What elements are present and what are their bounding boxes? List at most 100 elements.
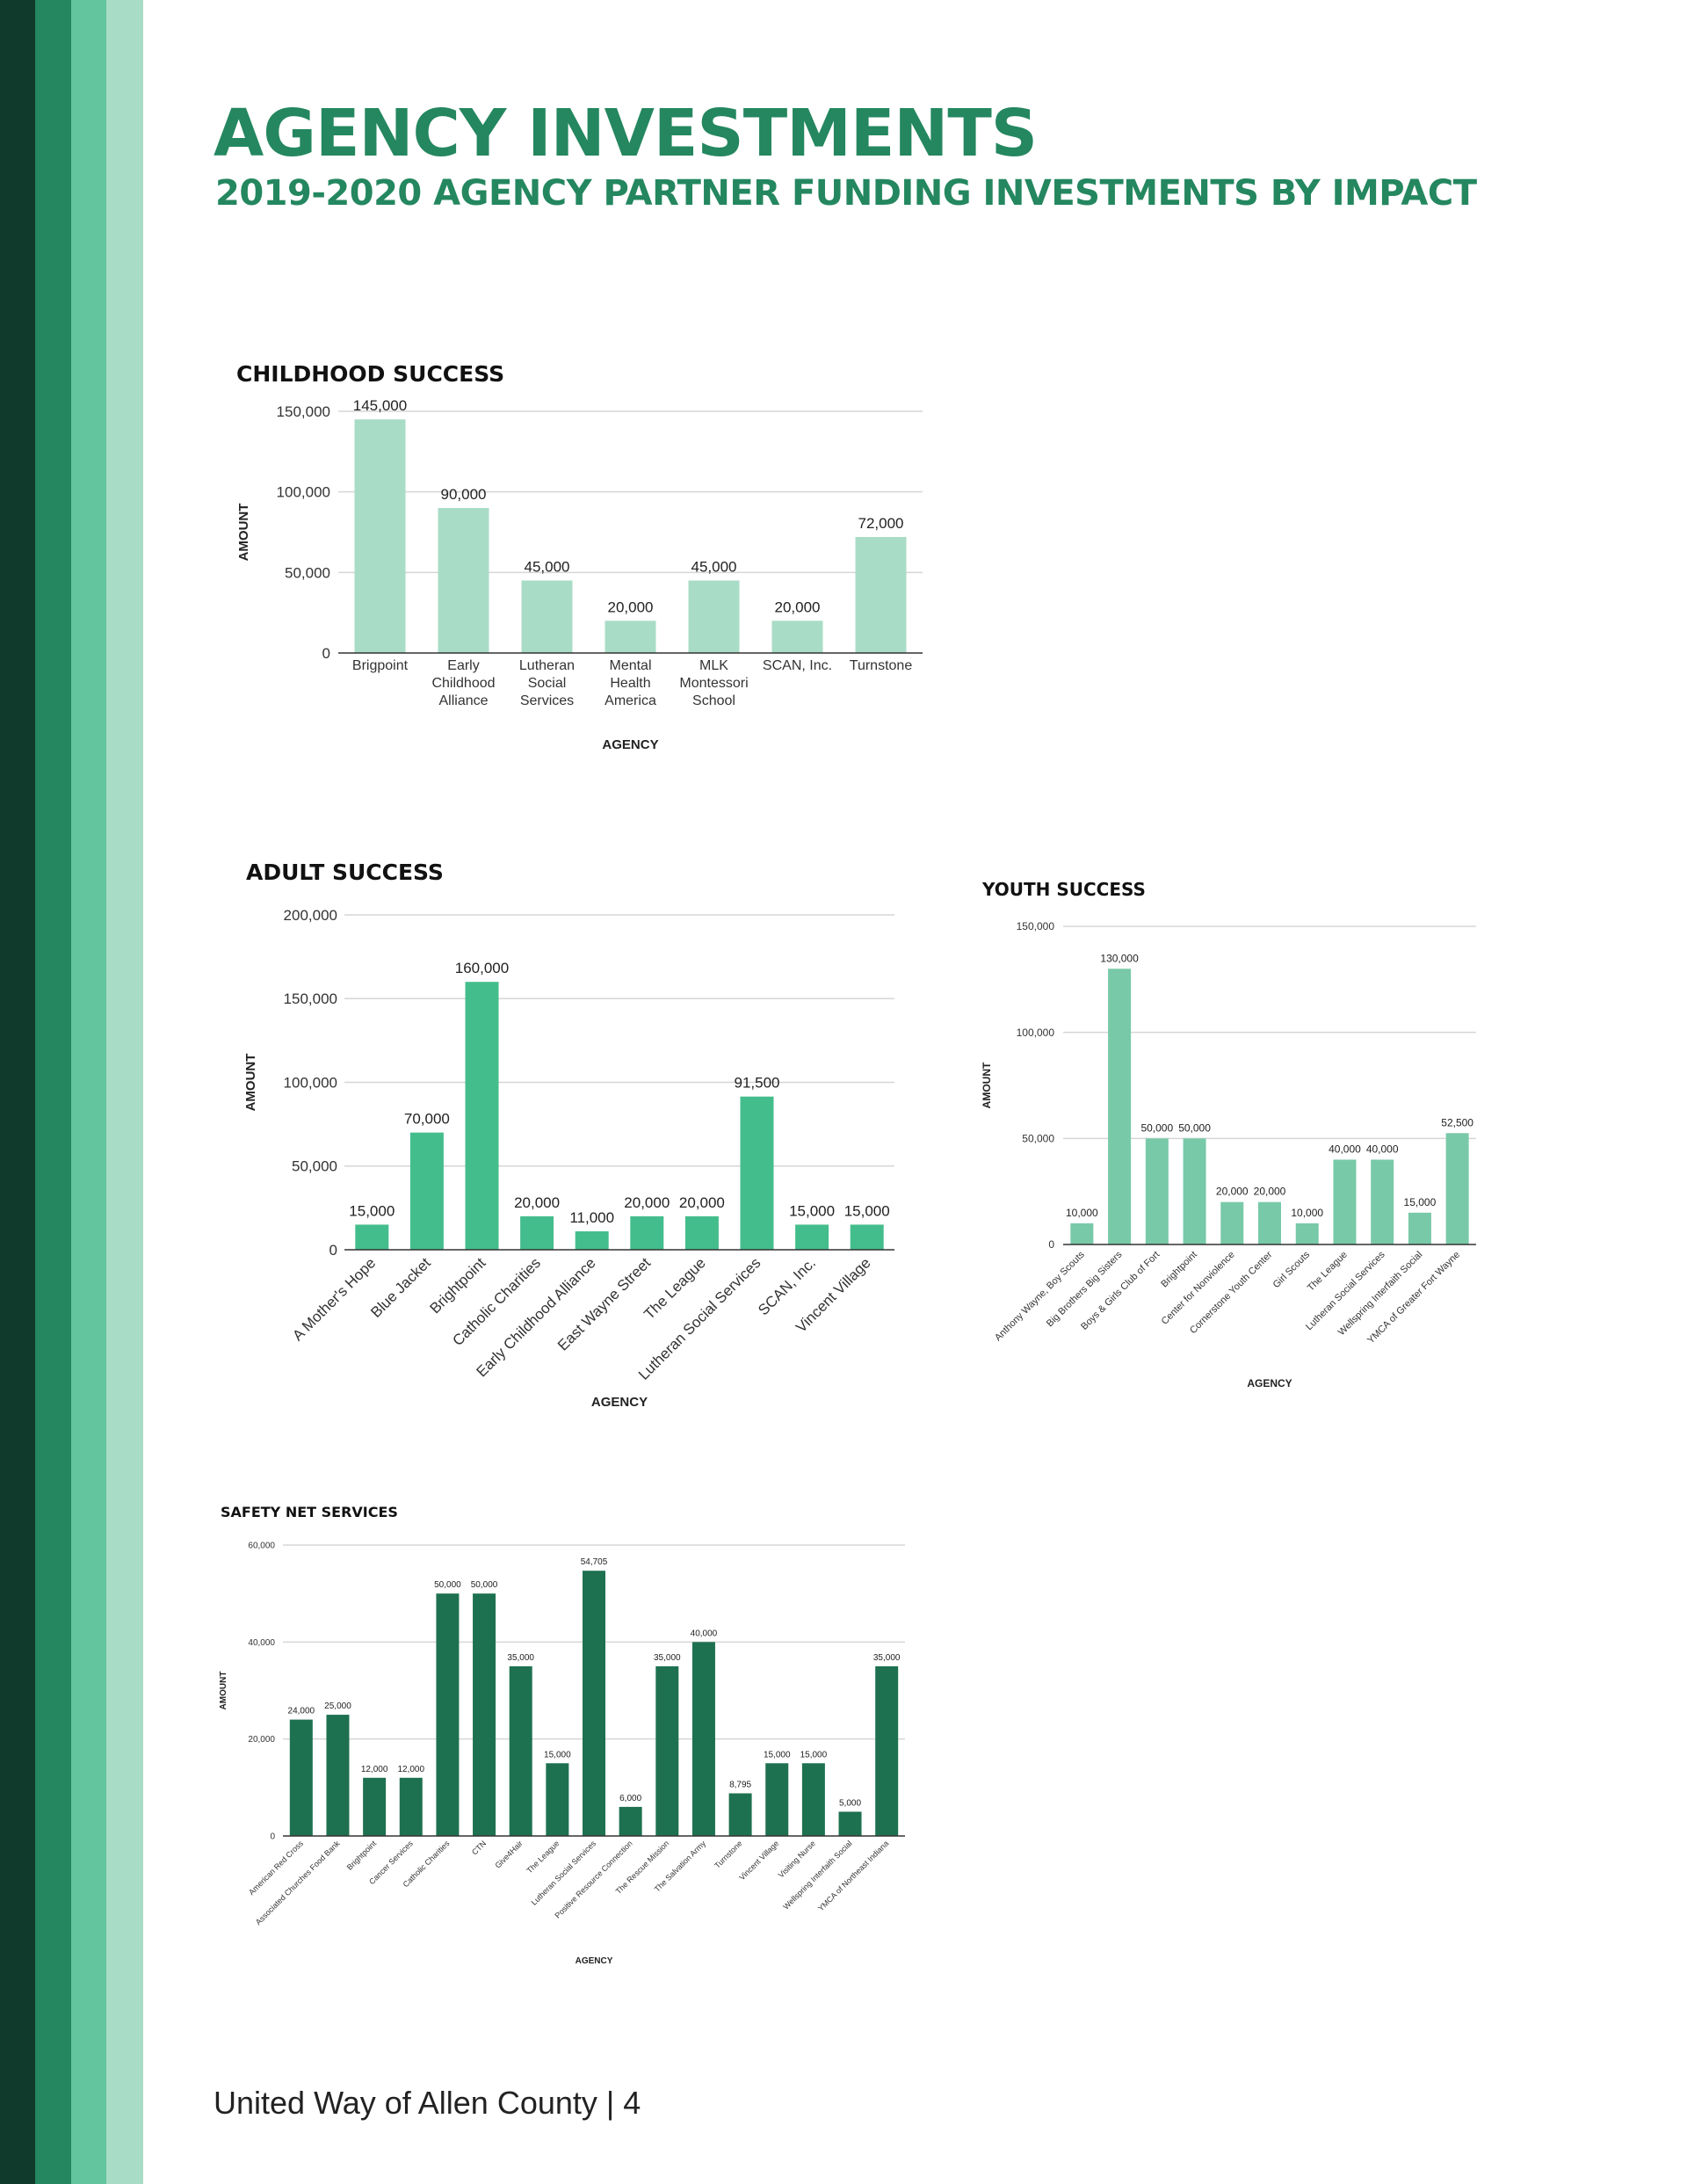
x-tick-label: SCAN, Inc. [755,1254,819,1318]
bar-value-label: 12,000 [361,1765,388,1774]
x-tick-label: Vincent Village [793,1254,874,1336]
bar [855,537,907,653]
x-tick-label: Give4Hair [493,1839,524,1869]
bar-value-label: 15,000 [544,1750,571,1760]
bar [473,1593,496,1836]
bar-value-label: 15,000 [800,1750,828,1760]
bar [1183,1138,1206,1244]
bar-value-label: 20,000 [514,1194,560,1211]
bar-value-label: 15,000 [349,1202,395,1219]
bar-value-label: 54,705 [581,1557,608,1567]
x-tick-label: Brightpoint [345,1839,379,1872]
bar [801,1763,825,1836]
bar [1371,1159,1394,1244]
page-footer: United Way of Allen County | 4 [214,2085,641,2121]
bar [850,1224,884,1250]
bar-value-label: 40,000 [1329,1143,1361,1155]
x-tick-label: Catholic Charities [449,1254,544,1349]
x-tick-label: The League [1306,1250,1350,1294]
x-tick-label: Lutheran [519,658,575,673]
x-tick-label: Mental [609,658,651,673]
x-tick-label: Big Brothers Big Sisters [1045,1249,1125,1329]
bar-value-label: 40,000 [1366,1143,1399,1155]
bar [409,1132,444,1250]
bar-value-label: 20,000 [679,1194,725,1211]
bar-value-label: 50,000 [1140,1121,1173,1134]
x-tick-label: YMCA of Greater Fort Wayne [1365,1250,1462,1346]
y-axis-title: AMOUNT [236,504,251,562]
bar [688,580,740,653]
x-tick-label: Early Childhood Alliance [474,1254,599,1380]
bar-value-label: 145,000 [353,397,407,414]
x-tick-label: MLK [699,658,728,673]
bar-value-label: 35,000 [873,1653,901,1663]
y-tick-label: 150,000 [1017,920,1055,932]
bar [655,1665,679,1836]
bar-value-label: 90,000 [441,486,487,503]
bar-value-label: 50,000 [434,1580,461,1590]
bar-value-label: 160,000 [455,960,509,976]
x-axis-title: AGENCY [576,1956,613,1966]
bar [765,1763,789,1836]
bar-value-label: 20,000 [1254,1186,1286,1198]
y-tick-label: 60,000 [248,1542,275,1551]
bar [1295,1223,1319,1244]
bar [619,1806,642,1836]
bar [575,1231,609,1250]
bar [436,1593,460,1836]
y-tick-label: 50,000 [285,564,330,581]
y-tick-label: 150,000 [277,403,330,420]
x-tick-label: Brightpoint [1159,1250,1199,1290]
bar-value-label: 10,000 [1066,1207,1098,1219]
y-tick-label: 0 [1048,1238,1054,1251]
bar-value-label: 91,500 [735,1075,780,1092]
x-tick-label: Blue Jacket [367,1254,434,1321]
x-tick-label: Wellspring Interfaith Social [1336,1250,1424,1338]
bar [1070,1223,1094,1244]
x-tick-label: School [692,693,735,708]
x-tick-label: Lutheran Social Services [530,1839,598,1907]
bar-value-label: 45,000 [525,559,570,576]
x-tick-label: Services [520,693,574,708]
bar-value-label: 11,000 [569,1209,614,1226]
bar [438,508,489,653]
x-tick-label: Wellspring Interfaith Social [781,1839,853,1911]
bar-value-label: 35,000 [654,1653,681,1663]
x-tick-label: Catholic Charities [402,1839,452,1889]
stripe-light [106,0,143,2184]
bar [289,1719,313,1836]
bar-value-label: 25,000 [324,1701,351,1711]
x-tick-label: Boys & Girls Club of Fort [1079,1250,1162,1332]
x-tick-label: Positive Resource Connection [553,1839,634,1919]
chart-title-youth: YOUTH SUCCESS [982,879,1146,900]
bar [326,1715,350,1836]
x-tick-label: Lutheran Social Services [1304,1249,1387,1332]
x-tick-label: Brigpoint [352,658,409,673]
chart-title-safety-net: SAFETY NET SERVICES [221,1504,398,1520]
x-tick-label: Social [528,676,567,691]
bar [546,1763,569,1836]
x-tick-label: American Red Cross [247,1839,305,1897]
y-tick-label: 0 [322,645,330,662]
bar-value-label: 20,000 [1216,1186,1249,1198]
y-tick-label: 100,000 [277,484,330,501]
y-axis-title: AMOUNT [981,1062,993,1108]
y-tick-label: 0 [329,1242,337,1259]
y-tick-label: 200,000 [284,907,337,924]
bar-value-label: 15,000 [764,1750,791,1760]
bar [838,1811,862,1836]
x-tick-label: SCAN, Inc. [763,658,832,673]
bar-value-label: 20,000 [775,599,821,615]
bar [1108,969,1132,1244]
bar-value-label: 12,000 [397,1765,424,1774]
page-subtitle: 2019-2020 AGENCY PARTNER FUNDING INVESTM… [215,173,1477,214]
bar [1445,1133,1469,1244]
bar [399,1777,423,1836]
bar [684,1215,719,1250]
y-tick-label: 20,000 [248,1735,275,1745]
bar [875,1665,899,1836]
x-axis-title: AGENCY [591,1395,648,1410]
x-tick-label: Turnstone [850,658,913,673]
